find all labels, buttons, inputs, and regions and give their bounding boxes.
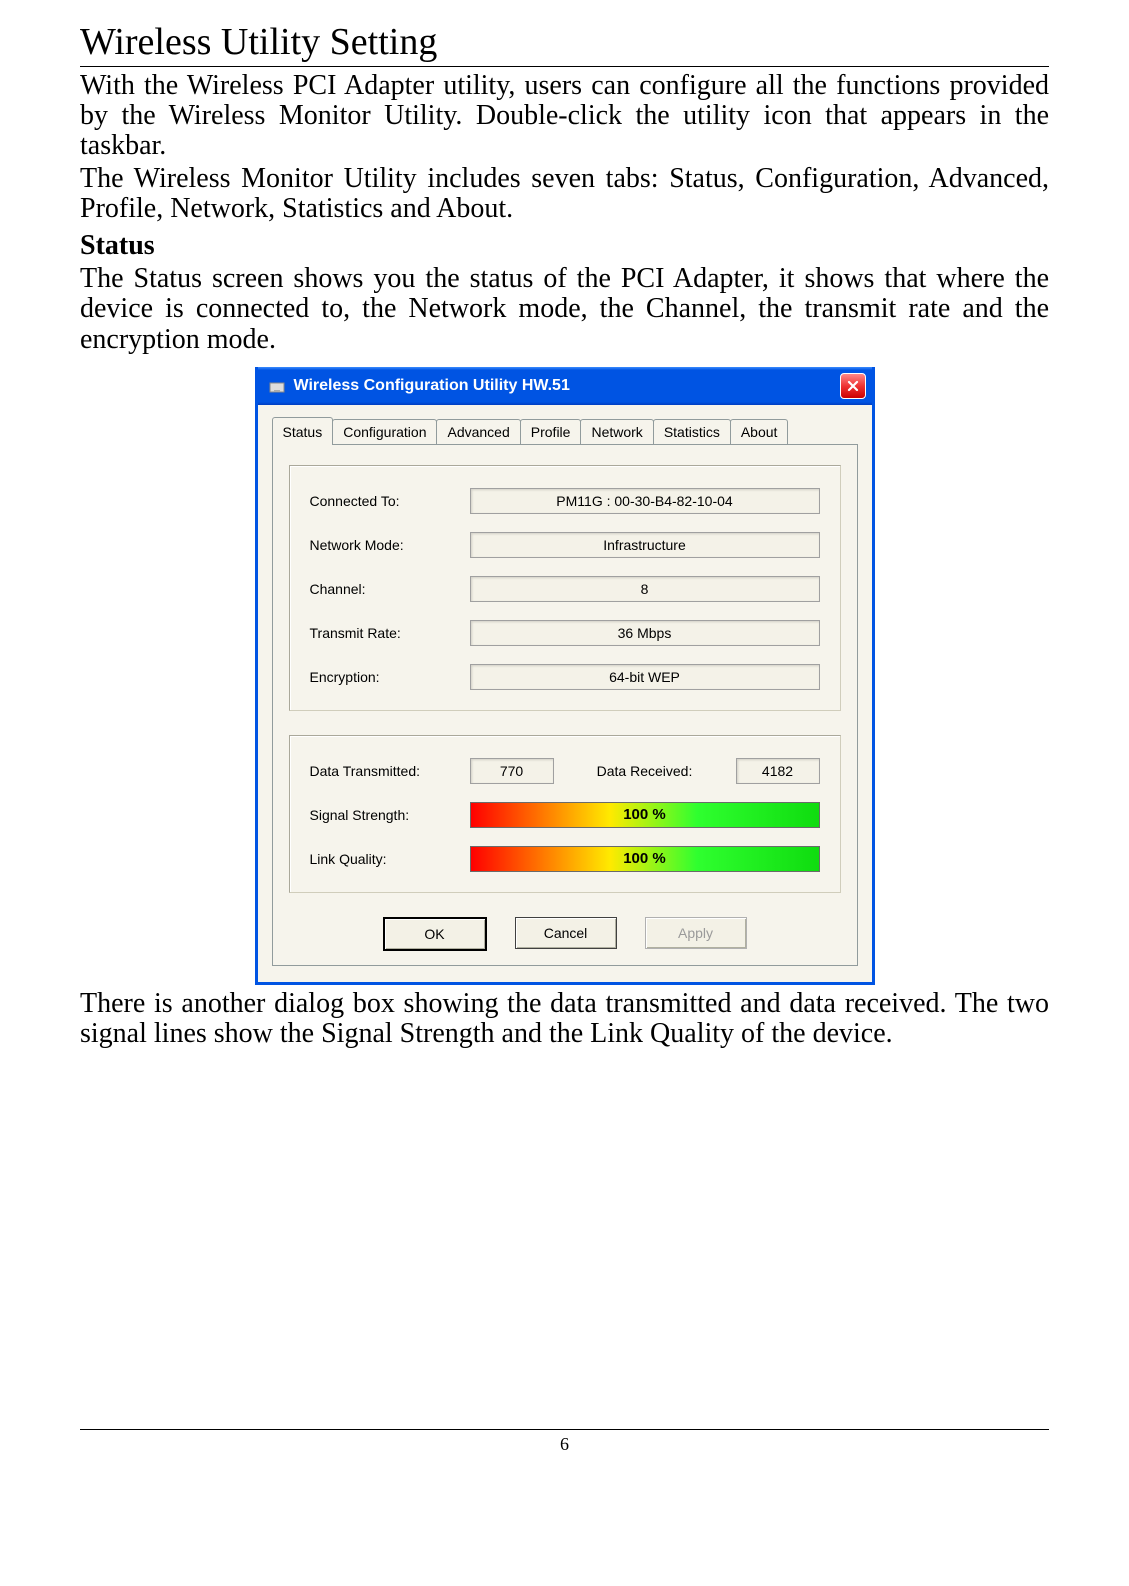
stats-group: Data Transmitted: 770 Data Received: 418… bbox=[289, 735, 841, 893]
tab-status[interactable]: Status bbox=[272, 417, 334, 445]
page-number: 6 bbox=[80, 1434, 1049, 1455]
sub-heading-status: Status bbox=[80, 230, 1049, 262]
connected-to-label: Connected To: bbox=[310, 493, 470, 509]
transmit-rate-value: 36 Mbps bbox=[470, 620, 820, 646]
heading-divider bbox=[80, 66, 1049, 67]
data-rx-label: Data Received: bbox=[554, 763, 736, 779]
channel-value: 8 bbox=[470, 576, 820, 602]
close-icon[interactable] bbox=[840, 373, 866, 399]
data-rx-value: 4182 bbox=[736, 758, 820, 784]
link-quality-percent: 100 % bbox=[623, 850, 666, 867]
ok-button[interactable]: OK bbox=[383, 917, 487, 951]
app-icon bbox=[268, 377, 286, 395]
paragraph-1: With the Wireless PCI Adapter utility, u… bbox=[80, 71, 1049, 162]
encryption-label: Encryption: bbox=[310, 669, 470, 685]
tab-advanced[interactable]: Advanced bbox=[436, 419, 520, 444]
signal-strength-percent: 100 % bbox=[623, 806, 666, 823]
signal-strength-label: Signal Strength: bbox=[310, 807, 470, 823]
tab-profile[interactable]: Profile bbox=[520, 419, 582, 444]
tab-configuration[interactable]: Configuration bbox=[332, 419, 437, 444]
data-tx-label: Data Transmitted: bbox=[310, 763, 470, 779]
main-heading: Wireless Utility Setting bbox=[80, 20, 1049, 64]
tab-network[interactable]: Network bbox=[580, 419, 653, 444]
tab-strip: Status Configuration Advanced Profile Ne… bbox=[272, 417, 858, 444]
signal-strength-bar: 100 % bbox=[470, 802, 820, 828]
channel-label: Channel: bbox=[310, 581, 470, 597]
paragraph-4: There is another dialog box showing the … bbox=[80, 989, 1049, 1049]
encryption-value: 64-bit WEP bbox=[470, 664, 820, 690]
data-tx-value: 770 bbox=[470, 758, 554, 784]
dialog-titlebar[interactable]: Wireless Configuration Utility HW.51 bbox=[258, 367, 872, 405]
cancel-button[interactable]: Cancel bbox=[515, 917, 617, 949]
network-mode-label: Network Mode: bbox=[310, 537, 470, 553]
link-quality-label: Link Quality: bbox=[310, 851, 470, 867]
transmit-rate-label: Transmit Rate: bbox=[310, 625, 470, 641]
footer-divider bbox=[80, 1429, 1049, 1430]
network-mode-value: Infrastructure bbox=[470, 532, 820, 558]
connection-group: Connected To: PM11G : 00-30-B4-82-10-04 … bbox=[289, 465, 841, 711]
status-panel: Connected To: PM11G : 00-30-B4-82-10-04 … bbox=[272, 444, 858, 966]
tab-statistics[interactable]: Statistics bbox=[653, 419, 731, 444]
dialog-title: Wireless Configuration Utility HW.51 bbox=[294, 377, 840, 395]
tab-about[interactable]: About bbox=[730, 419, 789, 444]
paragraph-3: The Status screen shows you the status o… bbox=[80, 264, 1049, 355]
link-quality-bar: 100 % bbox=[470, 846, 820, 872]
connected-to-value: PM11G : 00-30-B4-82-10-04 bbox=[470, 488, 820, 514]
paragraph-2: The Wireless Monitor Utility includes se… bbox=[80, 164, 1049, 224]
wireless-config-dialog: Wireless Configuration Utility HW.51 Sta… bbox=[255, 367, 875, 985]
apply-button: Apply bbox=[645, 917, 747, 949]
